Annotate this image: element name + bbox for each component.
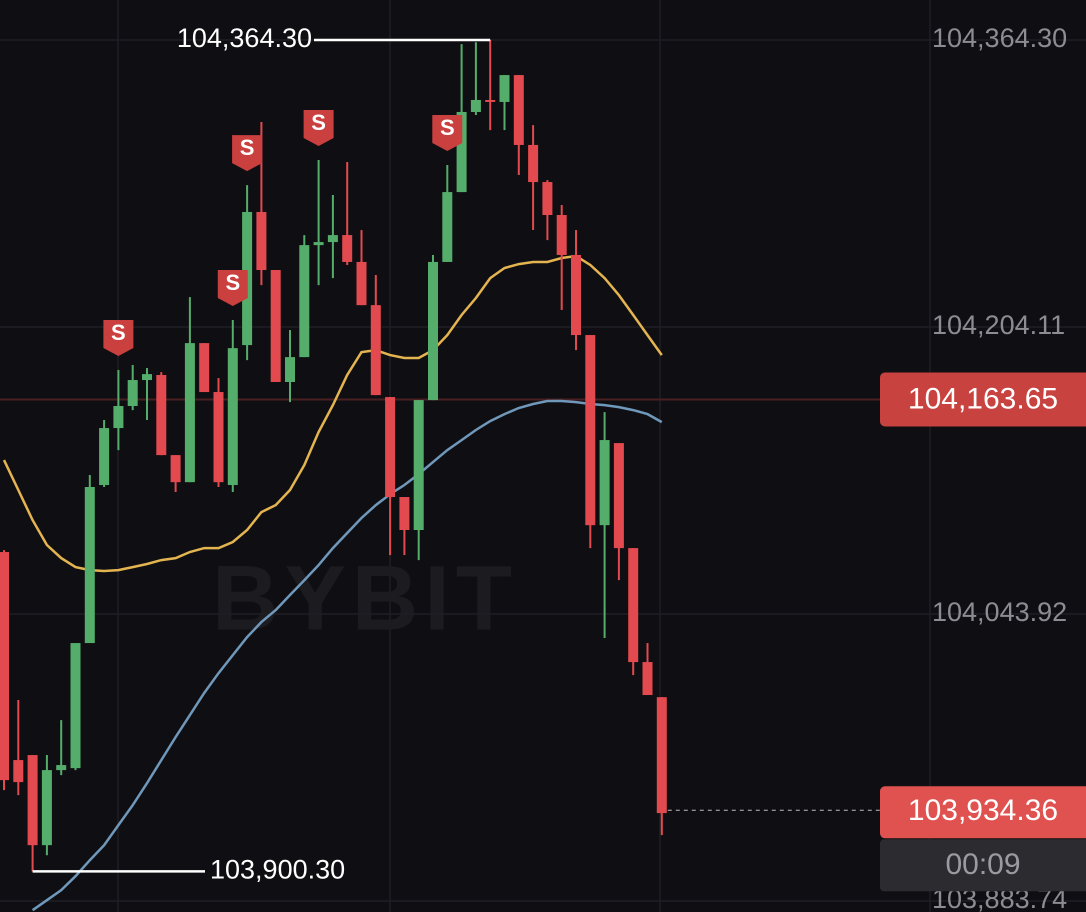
signal-shape (217, 270, 248, 307)
y-tick-label: 104,364.30 (932, 23, 1067, 53)
countdown-box (880, 839, 1086, 892)
low-marker-label: 103,900.30 (210, 854, 345, 884)
last-price-label: 103,934.36 (908, 794, 1058, 827)
candle-body (113, 406, 124, 429)
candle-body (227, 348, 238, 486)
high-marker-label: 104,364.30 (177, 23, 312, 53)
candle-body (156, 375, 167, 456)
signal-label: S (240, 135, 255, 160)
candle-body (428, 261, 438, 401)
countdown-label: 00:09 (945, 848, 1020, 881)
candle-body (342, 235, 353, 262)
signal-shape (232, 135, 263, 172)
vertical-grid (117, 0, 931, 912)
signal-label: S (111, 320, 126, 345)
candle-body (285, 357, 295, 383)
candle-body (599, 440, 610, 526)
candle-body (313, 242, 324, 246)
candle-body (56, 765, 67, 771)
price-line-label: 104,163.65 (908, 382, 1058, 415)
candle-body (571, 254, 581, 336)
candle-body (142, 374, 152, 381)
candle-body (656, 697, 667, 814)
candle-body (385, 397, 396, 498)
signal-shape (432, 115, 463, 152)
signal-marker: S (217, 270, 248, 307)
watermark: BYBIT (212, 547, 518, 649)
candle-body (256, 211, 267, 271)
candle-body (585, 335, 596, 526)
candle-body (327, 235, 338, 243)
candle-body (499, 75, 510, 102)
signal-marker: S (232, 135, 263, 172)
signal-marker: S (303, 110, 334, 147)
candle-body (70, 643, 81, 769)
moving-average-line (2, 254, 663, 573)
signal-shape (103, 319, 134, 356)
price-line-box (880, 372, 1086, 427)
candle-body (84, 486, 95, 644)
candle-body (613, 443, 624, 549)
candle-body (127, 380, 138, 407)
moving-average-line (31, 399, 663, 912)
candle-body (628, 548, 639, 663)
candle-body (99, 428, 110, 486)
candle-body (442, 192, 453, 262)
signal-label: S (440, 115, 455, 140)
last-price-box (880, 786, 1086, 839)
candle-body (556, 215, 567, 255)
candle-body (356, 261, 367, 306)
candle-body (213, 392, 224, 483)
signal-label: S (225, 270, 240, 295)
candle-body (41, 770, 52, 846)
signal-marker: S (432, 115, 463, 152)
candle-body (470, 99, 481, 112)
candle-body (399, 497, 410, 530)
candle-body (299, 245, 310, 358)
candle-body (513, 75, 524, 145)
signal-label: S (311, 110, 326, 135)
signal-marker: S (103, 319, 134, 356)
candle-body (0, 552, 9, 781)
candle-body (184, 343, 195, 483)
candle-body (485, 99, 496, 102)
candle-body (413, 400, 424, 530)
signal-shape (303, 110, 334, 147)
candle-body (456, 111, 467, 193)
candle-body (542, 182, 553, 216)
y-tick-label: 104,204.11 (932, 310, 1065, 340)
candle-body (170, 455, 181, 483)
candle-body (27, 755, 38, 846)
candle-body (270, 270, 281, 383)
candle-body (199, 343, 210, 393)
y-tick-label: 104,043.92 (932, 597, 1067, 627)
candle-body (370, 305, 381, 396)
candle-body (13, 760, 24, 783)
candle-body (528, 144, 539, 183)
candle-body (642, 662, 653, 696)
